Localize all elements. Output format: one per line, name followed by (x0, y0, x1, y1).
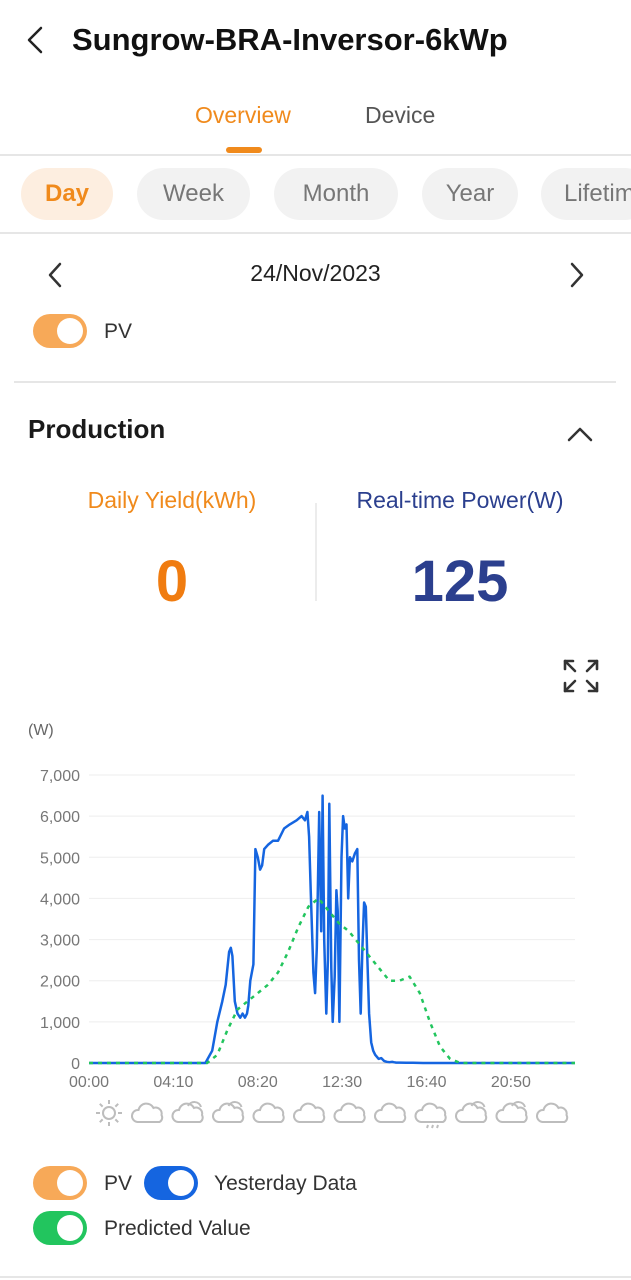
legend-pv-label: PV (104, 1172, 133, 1195)
pv-toggle[interactable] (33, 314, 87, 348)
partly-cloudy-icon (495, 1101, 528, 1123)
current-date[interactable]: 24/Nov/2023 (250, 260, 381, 286)
y-tick-label: 3,000 (40, 933, 80, 950)
y-tick-label: 5,000 (40, 850, 80, 867)
back-button[interactable] (18, 22, 52, 58)
fullscreen-button[interactable] (562, 658, 602, 696)
x-tick-label: 04:10 (153, 1074, 193, 1091)
realtime-power-label: Real-time Power(W) (356, 487, 564, 513)
cloud-icon (374, 1102, 407, 1123)
cloud-icon (333, 1102, 366, 1123)
kpi-divider (315, 503, 317, 601)
predicted-value-line (89, 897, 575, 1065)
y-tick-label: 0 (71, 1056, 80, 1073)
y-tick-label: 4,000 (40, 891, 80, 908)
pv-toggle-label: PV (104, 320, 133, 343)
y-tick-label: 7,000 (40, 768, 80, 785)
legend-predicted-label: Predicted Value (104, 1217, 251, 1240)
tabs-divider (0, 154, 631, 156)
period-month[interactable]: Month (274, 168, 398, 220)
toggle-knob (57, 1170, 83, 1196)
tab-active-indicator (226, 147, 262, 153)
realtime-power-value: 125 (411, 549, 509, 614)
chevron-right-icon (570, 262, 584, 288)
x-tick-label: 20:50 (491, 1074, 531, 1091)
expand-icon (563, 659, 599, 693)
legend-pv-toggle[interactable] (33, 1166, 87, 1200)
partly-cloudy-icon (455, 1101, 488, 1123)
tab-bar: Overview Device (0, 90, 631, 154)
chart-svg: (W) 0 1,000 2,000 3,000 4,000 5,000 6,000 7,000 0… (28, 722, 575, 1129)
production-title: Production (28, 414, 166, 444)
x-tick-label: 12:30 (322, 1074, 362, 1091)
period-week[interactable]: Week (137, 168, 250, 220)
tab-overview[interactable]: Overview (195, 102, 291, 128)
cloud-icon (536, 1102, 569, 1123)
period-day[interactable]: Day (21, 168, 113, 220)
page-title: Sungrow-BRA-Inversor-6kWp (72, 22, 508, 57)
y-tick-label: 2,000 (40, 974, 80, 991)
legend-yesterday-toggle[interactable] (144, 1166, 198, 1200)
daily-yield-value: 0 (155, 549, 189, 614)
bottom-divider (0, 1276, 631, 1278)
cloud-icon (131, 1102, 164, 1123)
y-axis-label: (W) (28, 722, 54, 739)
partly-cloudy-icon (212, 1101, 245, 1123)
next-date-button[interactable] (562, 258, 592, 292)
tab-device[interactable]: Device (365, 102, 436, 128)
cloud-icon (293, 1102, 326, 1123)
toggle-knob (168, 1170, 194, 1196)
chevron-left-icon (48, 262, 62, 288)
y-tick-label: 6,000 (40, 809, 80, 826)
toggle-knob (57, 318, 83, 344)
partly-cloudy-icon (171, 1101, 204, 1123)
cloud-icon (252, 1102, 285, 1123)
y-tick-label: 1,000 (40, 1015, 80, 1032)
x-tick-label: 16:40 (406, 1074, 446, 1091)
x-tick-label: 08:20 (238, 1074, 278, 1091)
collapse-button[interactable] (562, 420, 598, 448)
production-chart[interactable]: (W) 0 1,000 2,000 3,000 4,000 5,000 6,000 7,000 0… (0, 710, 631, 1140)
rain-cloud-icon (414, 1102, 447, 1129)
daily-yield-label: Daily Yield(kWh) (87, 487, 257, 513)
legend-predicted-toggle[interactable] (33, 1211, 87, 1245)
chevron-left-icon (27, 26, 43, 54)
sun-icon (96, 1100, 122, 1126)
period-year[interactable]: Year (422, 168, 518, 220)
x-tick-label: 00:00 (69, 1074, 109, 1091)
legend-yesterday-label: Yesterday Data (214, 1172, 357, 1195)
toggle-knob (57, 1215, 83, 1241)
section-divider (14, 381, 616, 383)
previous-date-button[interactable] (40, 258, 70, 292)
yesterday-data-line (89, 794, 575, 1065)
chevron-up-icon (567, 427, 593, 442)
periods-divider (0, 232, 631, 234)
period-lifetime[interactable]: Lifetime (541, 168, 631, 220)
